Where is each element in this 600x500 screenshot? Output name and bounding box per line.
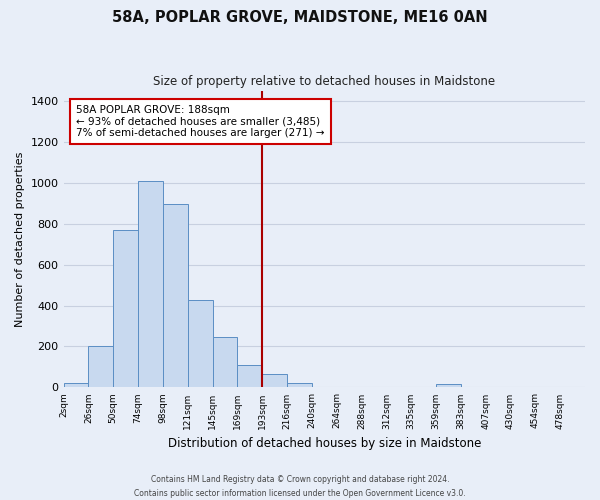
Bar [238, 365, 262, 388]
Bar [113, 230, 138, 388]
Bar [287, 383, 312, 388]
Text: 58A POPLAR GROVE: 188sqm
← 93% of detached houses are smaller (3,485)
7% of semi: 58A POPLAR GROVE: 188sqm ← 93% of detach… [76, 105, 325, 138]
Bar [436, 384, 461, 388]
X-axis label: Distribution of detached houses by size in Maidstone: Distribution of detached houses by size … [167, 437, 481, 450]
Bar [212, 338, 238, 388]
Y-axis label: Number of detached properties: Number of detached properties [15, 152, 25, 326]
Bar [188, 300, 212, 388]
Bar [163, 204, 188, 388]
Text: 58A, POPLAR GROVE, MAIDSTONE, ME16 0AN: 58A, POPLAR GROVE, MAIDSTONE, ME16 0AN [112, 10, 488, 25]
Bar [64, 384, 88, 388]
Bar [138, 180, 163, 388]
Bar [88, 346, 113, 388]
Bar [262, 374, 287, 388]
Title: Size of property relative to detached houses in Maidstone: Size of property relative to detached ho… [153, 75, 496, 88]
Text: Contains HM Land Registry data © Crown copyright and database right 2024.
Contai: Contains HM Land Registry data © Crown c… [134, 476, 466, 498]
